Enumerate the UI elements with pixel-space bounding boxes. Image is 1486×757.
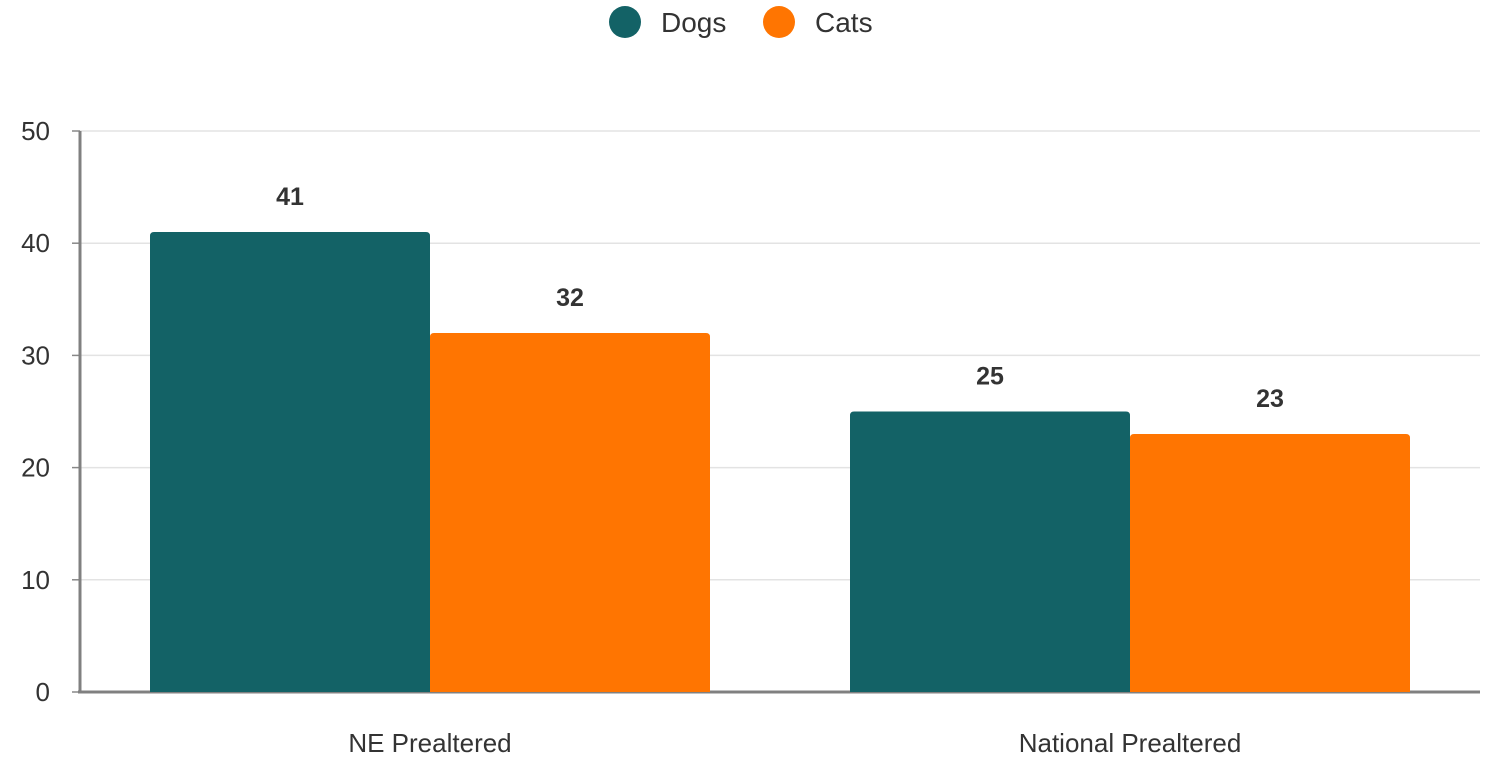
y-tick-label: 10 [21,565,50,595]
legend-item-cats: Cats [763,6,873,38]
legend-swatch [609,6,641,38]
legend: Dogs Cats [609,6,873,38]
y-tick-label: 0 [36,677,50,707]
y-tick-label: 50 [21,116,50,146]
data-labels: 41 32 25 23 [276,183,1284,413]
y-tick-label: 20 [21,453,50,483]
y-tick-label: 30 [21,340,50,370]
y-tick-label: 40 [21,228,50,258]
bar-dogs-1 [150,231,430,693]
category-label: National Prealtered [1019,728,1242,757]
bars [150,231,1410,693]
legend-label: Dogs [661,7,726,38]
data-label-dogs-2: 25 [976,363,1004,391]
legend-swatch [763,6,795,38]
data-label-cats-1: 32 [556,284,584,312]
bar-dogs-2 [850,411,1130,692]
data-label-cats-2: 23 [1256,385,1284,413]
category-labels: NE Prealtered National Prealtered [348,728,1241,757]
bar-cats-2 [1130,433,1410,692]
legend-item-dogs: Dogs [609,6,726,38]
bar-cats-1 [430,332,710,692]
category-label: NE Prealtered [348,728,511,757]
y-tick-labels: 0 10 20 30 40 50 [21,116,50,707]
legend-label: Cats [815,7,873,38]
data-label-dogs-1: 41 [276,183,304,211]
